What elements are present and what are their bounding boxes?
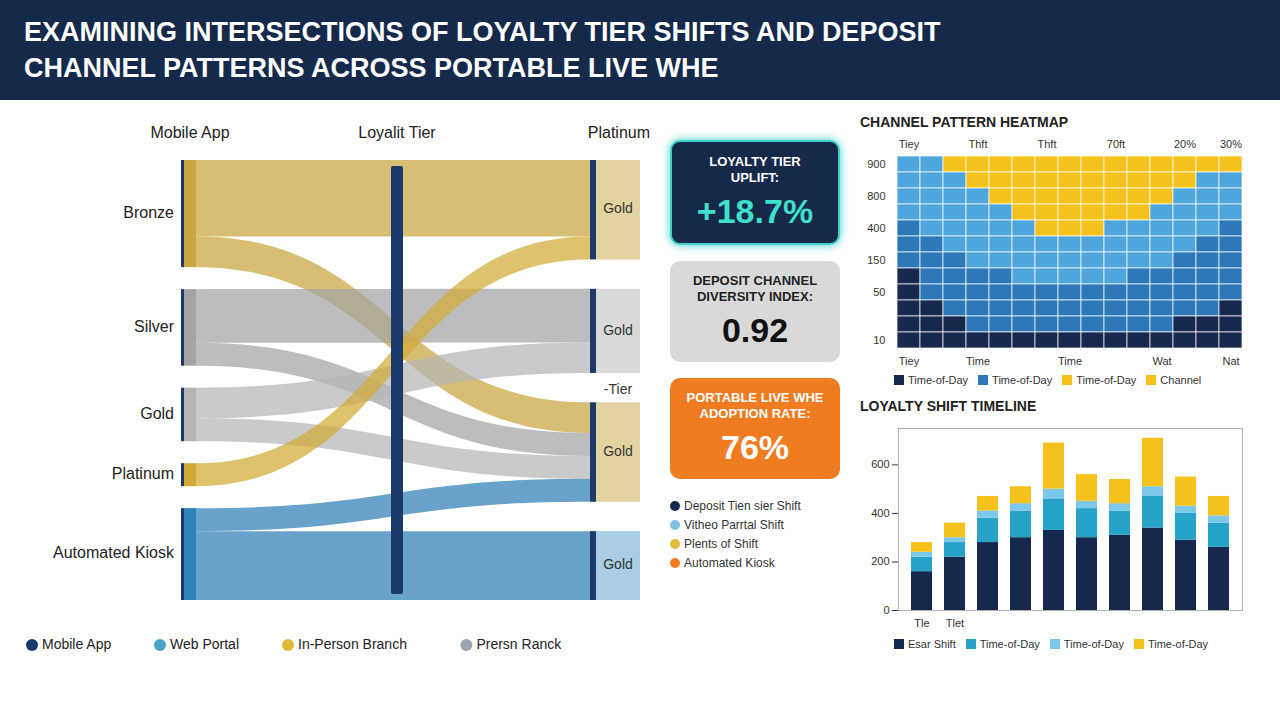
svg-text:Platinum: Platinum <box>112 465 174 482</box>
html-text:PORTABLE LIVE WHE ADOPTION RAT: PORTABLE LIVE WHE ADOPTION RATE: <box>686 390 824 421</box>
html-text:Time-of-Day: Time-of-Day <box>1063 638 1124 650</box>
svg-text:400: 400 <box>867 222 885 234</box>
html-text:Time-of-Day: Time-of-Day <box>908 374 969 386</box>
svg-text:400: 400 <box>871 507 889 519</box>
svg-text:Tle: Tle <box>914 617 929 629</box>
html-text:Channel: Channel <box>1160 374 1202 386</box>
html-text:Time-of-Day: Time-of-Day <box>1076 374 1137 386</box>
html-text:EXAMINING INTERSECTIONS OF LOY: EXAMINING INTERSECTIONS OF LOYALTY TIER … <box>24 17 941 83</box>
svg-text:70ft: 70ft <box>1107 138 1125 150</box>
html-text:0.92: 0.92 <box>721 311 789 349</box>
svg-text:Thft: Thft <box>969 138 988 150</box>
svg-text:0: 0 <box>883 604 889 616</box>
svg-text:150: 150 <box>867 254 885 266</box>
html-text:Time-of-Day: Time-of-Day <box>979 638 1040 650</box>
svg-text:Gold: Gold <box>603 200 633 216</box>
html-text:Automated Kiosk: Automated Kiosk <box>684 556 775 570</box>
html-text:+18.7%: +18.7% <box>696 192 814 230</box>
html-text:CHANNEL PATTERN HEATMAP: CHANNEL PATTERN HEATMAP <box>860 114 1069 130</box>
svg-text:Mobile App: Mobile App <box>42 636 111 652</box>
svg-text:20%: 20% <box>1174 138 1196 150</box>
svg-text:Tiey: Tiey <box>899 138 920 150</box>
svg-text:200: 200 <box>871 555 889 567</box>
svg-text:800: 800 <box>867 190 885 202</box>
svg-text:Time: Time <box>966 355 990 367</box>
html-text:Time-of-Day: Time-of-Day <box>1147 638 1208 650</box>
svg-text:Tlet: Tlet <box>946 617 964 629</box>
svg-text:Web Portal: Web Portal <box>170 636 239 652</box>
html-text:Esar Shift: Esar Shift <box>908 638 956 650</box>
svg-text:Loyalit Tier: Loyalit Tier <box>358 124 436 141</box>
svg-text:600: 600 <box>871 458 889 470</box>
svg-text:Gold: Gold <box>140 405 174 422</box>
html-text:Deposit Tien sier Shift: Deposit Tien sier Shift <box>684 499 801 513</box>
svg-text:10: 10 <box>873 334 885 346</box>
svg-text:Prersn Ranck: Prersn Ranck <box>476 636 562 652</box>
svg-text:Tiey: Tiey <box>899 355 920 367</box>
html-text:Time-of-Day: Time-of-Day <box>992 374 1053 386</box>
svg-text:In-Person Branch: In-Person Branch <box>298 636 407 652</box>
svg-text:Automated Kiosk: Automated Kiosk <box>53 544 175 561</box>
html-text:Vitheo Parrtal Shift: Vitheo Parrtal Shift <box>684 518 784 532</box>
svg-text:Bronze: Bronze <box>123 204 174 221</box>
svg-text:Gold: Gold <box>603 443 633 459</box>
svg-text:Nat: Nat <box>1222 355 1239 367</box>
svg-text:Thft: Thft <box>1038 138 1057 150</box>
svg-text:Silver: Silver <box>134 318 175 335</box>
html-text:LOYALTY SHIFT TIMELINE: LOYALTY SHIFT TIMELINE <box>860 398 1037 414</box>
html-text:LOYALTY TIER UPLIFT:: LOYALTY TIER UPLIFT: <box>709 154 801 185</box>
svg-text:30%: 30% <box>1220 138 1242 150</box>
svg-text:Wat: Wat <box>1152 355 1171 367</box>
html-text:DEPOSIT CHANNEL DIVERSITY INDE: DEPOSIT CHANNEL DIVERSITY INDEX: <box>692 273 818 304</box>
svg-text:Mobile App: Mobile App <box>150 124 229 141</box>
svg-text:Gold: Gold <box>603 556 633 572</box>
svg-text:900: 900 <box>867 158 885 170</box>
svg-text:50: 50 <box>873 286 885 298</box>
svg-text:Gold: Gold <box>603 322 633 338</box>
html-text:76%: 76% <box>721 428 789 466</box>
html-text:Plents of Shift: Plents of Shift <box>684 537 758 551</box>
svg-text:Time: Time <box>1058 355 1082 367</box>
svg-text:Platinum: Platinum <box>588 124 650 141</box>
svg-text:-Tier: -Tier <box>604 381 633 397</box>
